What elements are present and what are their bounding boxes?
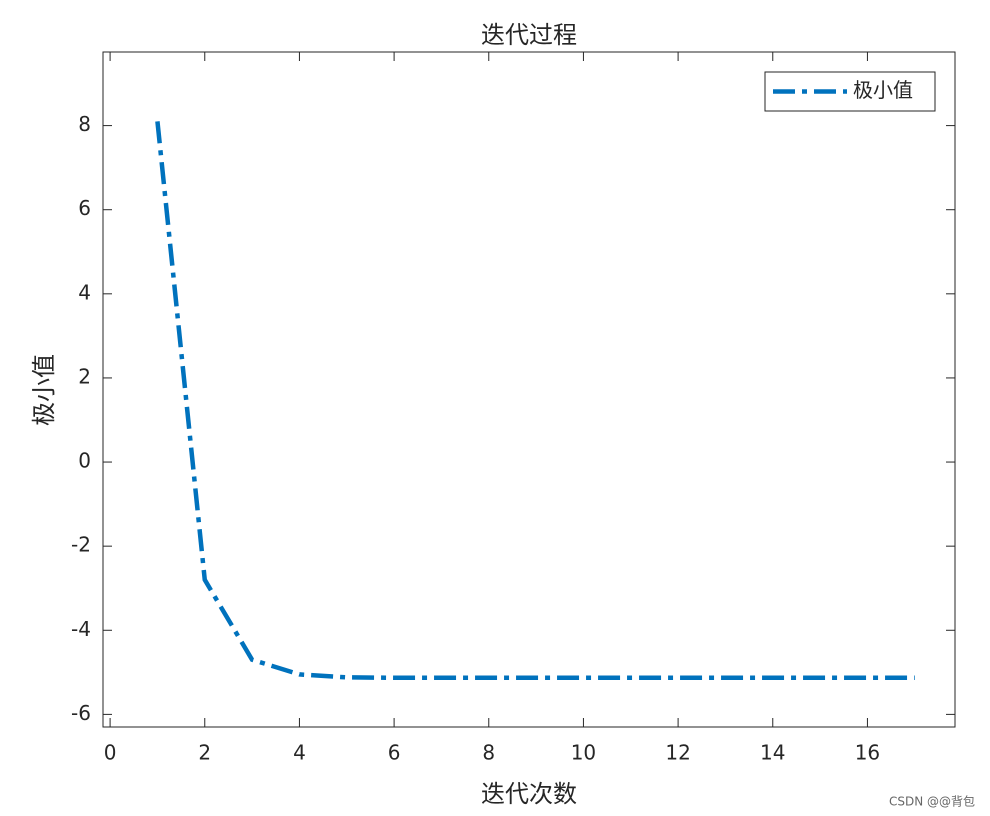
y-tick-label: 2 [78,364,91,388]
y-tick-label: 8 [78,112,91,136]
y-tick-label: 0 [78,449,91,473]
watermark: CSDN @@背包 [889,795,975,809]
y-tick-label: 6 [78,196,91,220]
x-tick-label: 10 [571,741,596,765]
y-tick-label: -4 [71,617,91,641]
chart-title: 迭代过程 [481,21,577,49]
data-line [155,121,915,681]
y-tick-label: 4 [78,280,91,304]
plot-area [102,51,956,728]
y-axis-label: 极小值 [30,354,58,426]
x-tick-label: 16 [855,741,880,765]
x-axis-label: 迭代次数 [481,780,577,808]
x-tick-label: 12 [665,741,690,765]
x-tick-label: 0 [104,741,117,765]
y-tick-label: -6 [71,701,91,725]
legend-label: 极小值 [853,78,913,102]
x-tick-label: 14 [760,741,785,765]
x-tick-label: 4 [293,741,306,765]
y-tick-label: -2 [71,533,91,557]
x-tick-label: 2 [198,741,211,765]
x-tick-label: 8 [482,741,495,765]
x-tick-label: 6 [388,741,401,765]
